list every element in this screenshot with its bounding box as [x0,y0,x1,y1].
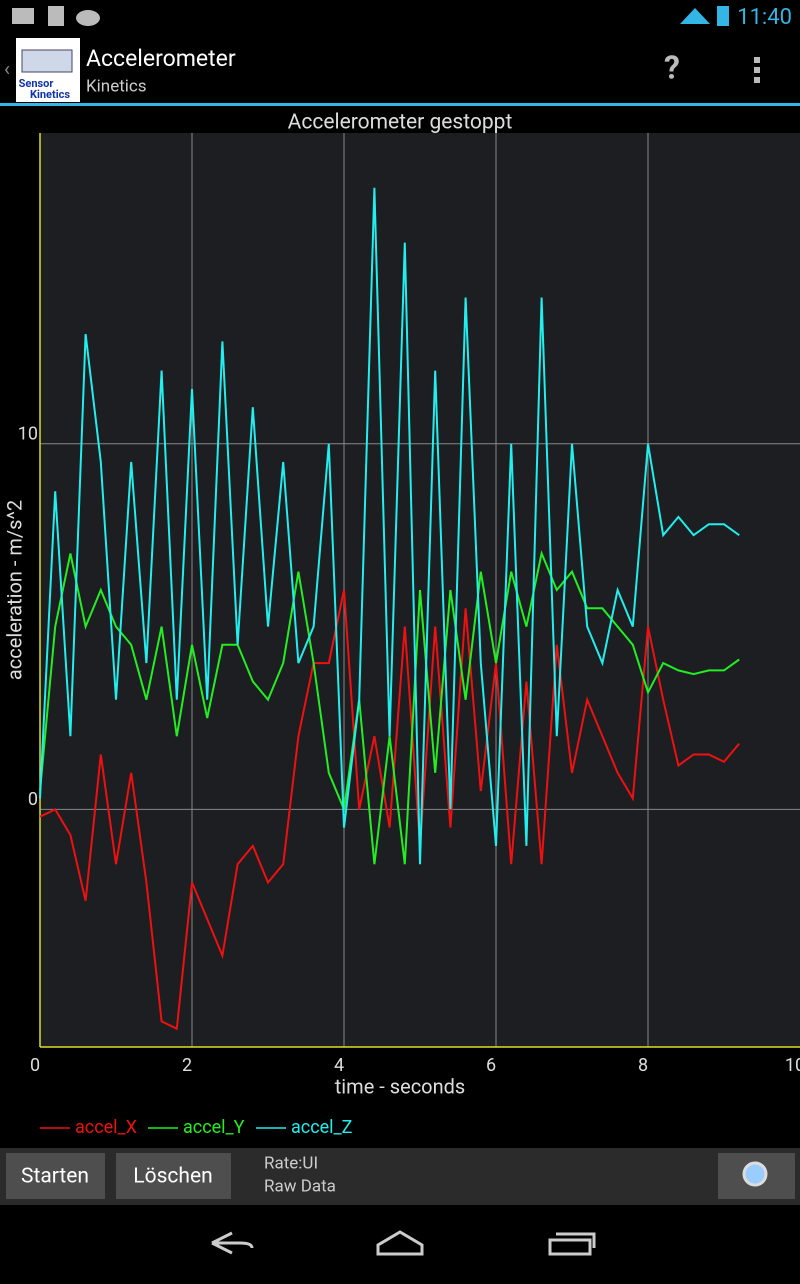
download-icon [48,6,64,26]
dot [754,77,760,83]
legend-label: accel_X [75,1117,137,1138]
back-button[interactable] [211,1231,254,1255]
app-subtitle: Kinetics [86,76,147,96]
series-line [39,187,740,865]
action-bar-divider [0,103,800,106]
clear-button[interactable] [116,1153,231,1199]
data-info: Raw Data [264,1176,336,1196]
rate-info: Rate:UI [264,1153,318,1173]
legend: accel_X accel_Y accel_Z [40,1117,353,1138]
up-caret[interactable]: ‹ [4,56,10,80]
zoom-icon [742,1161,768,1187]
legend-label: accel_Z [291,1117,353,1138]
android-icon [76,10,100,26]
y-tick-label: 10 [18,424,38,445]
wifi-icon [680,8,710,24]
start-button[interactable] [6,1153,105,1199]
x-tick-label: 10 [785,1055,800,1076]
x-tick-label: 0 [30,1055,40,1076]
app-title: Accelerometer [86,45,236,72]
y-axis-label: acceleration - m/s^2 [2,500,26,680]
icon-text: Sensor [19,77,54,90]
clear-button-label: Löschen [133,1165,212,1189]
x-tick-label: 4 [334,1055,344,1076]
dot [754,67,760,73]
battery-icon [717,6,729,26]
x-tick-label: 2 [182,1055,192,1076]
app-icon-device [21,49,73,73]
mail-icon [12,8,34,24]
home-button[interactable] [376,1230,424,1256]
recents-button[interactable] [548,1232,596,1256]
series-line [39,589,740,1031]
overflow-menu[interactable] [754,57,760,83]
dot [754,57,760,63]
clock: 11:40 [737,5,792,30]
help-button[interactable]: ? [664,48,680,86]
y-tick-label: 0 [28,789,38,810]
start-button-label: Starten [21,1165,89,1189]
x-axis-label: time - seconds [335,1074,465,1098]
x-tick-label: 8 [638,1055,648,1076]
chart: Accelerometer gestoppt time - seconds ac… [2,111,800,1098]
icon-text: Kinetics [30,88,70,101]
legend-label: accel_Y [183,1117,245,1138]
chart-title: Accelerometer gestoppt [288,111,513,135]
x-tick-label: 6 [486,1055,496,1076]
